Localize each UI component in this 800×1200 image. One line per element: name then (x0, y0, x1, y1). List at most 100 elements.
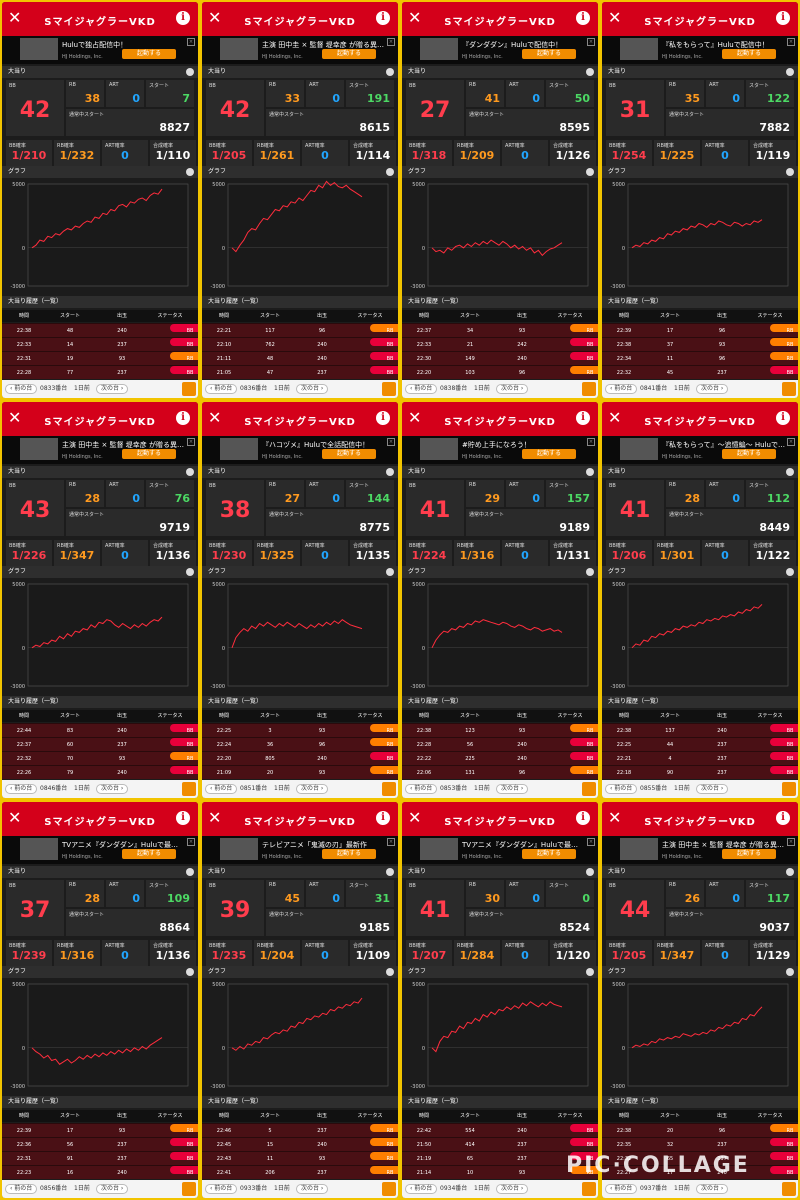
close-icon[interactable]: ✕ (8, 808, 22, 827)
grid-icon[interactable] (786, 968, 794, 976)
app-icon[interactable] (182, 782, 196, 796)
prev-machine-button[interactable]: ‹ 前の台 (405, 1184, 438, 1194)
grid-icon[interactable] (786, 68, 794, 76)
grid-icon[interactable] (786, 168, 794, 176)
info-icon[interactable]: i (776, 11, 790, 25)
app-icon[interactable] (382, 1182, 396, 1196)
app-icon[interactable] (782, 782, 796, 796)
ad-launch-button[interactable]: 起動する (722, 449, 776, 459)
info-icon[interactable]: i (576, 411, 590, 425)
close-icon[interactable]: ✕ (608, 808, 622, 827)
ad-launch-button[interactable]: 起動する (122, 49, 176, 59)
grid-icon[interactable] (186, 968, 194, 976)
next-machine-button[interactable]: 次の台 › (496, 384, 529, 394)
close-icon[interactable]: ✕ (208, 408, 222, 427)
next-machine-button[interactable]: 次の台 › (696, 1184, 729, 1194)
prev-machine-button[interactable]: ‹ 前の台 (5, 1184, 38, 1194)
grid-icon[interactable] (586, 168, 594, 176)
app-icon[interactable] (382, 382, 396, 396)
prev-machine-button[interactable]: ‹ 前の台 (605, 1184, 638, 1194)
ad-close-icon[interactable]: × (787, 438, 795, 446)
info-icon[interactable]: i (776, 411, 790, 425)
info-icon[interactable]: i (776, 811, 790, 825)
ad-banner[interactable]: Huluで独占配信中！ HJ Holdings, Inc. 起動する × (2, 36, 198, 64)
grid-icon[interactable] (186, 568, 194, 576)
grid-icon[interactable] (586, 968, 594, 976)
grid-icon[interactable] (186, 468, 194, 476)
close-icon[interactable]: ✕ (608, 8, 622, 27)
ad-launch-button[interactable]: 起動する (522, 49, 576, 59)
prev-machine-button[interactable]: ‹ 前の台 (605, 784, 638, 794)
grid-icon[interactable] (586, 568, 594, 576)
ad-banner[interactable]: TVアニメ『ダンダダン』Huluで最… HJ Holdings, Inc. 起動する… (2, 836, 198, 864)
grid-icon[interactable] (786, 468, 794, 476)
ad-launch-button[interactable]: 起動する (322, 49, 376, 59)
ad-banner[interactable]: 主演 田中圭 × 監督 堤幸彦 が贈る異… HJ Holdings, Inc. 起動… (202, 36, 398, 64)
grid-icon[interactable] (786, 868, 794, 876)
info-icon[interactable]: i (576, 11, 590, 25)
close-icon[interactable]: ✕ (8, 408, 22, 427)
ad-launch-button[interactable]: 起動する (322, 449, 376, 459)
next-machine-button[interactable]: 次の台 › (296, 384, 329, 394)
next-machine-button[interactable]: 次の台 › (496, 784, 529, 794)
app-icon[interactable] (582, 382, 596, 396)
ad-close-icon[interactable]: × (587, 438, 595, 446)
prev-machine-button[interactable]: ‹ 前の台 (405, 784, 438, 794)
ad-banner[interactable]: 主演 田中圭 × 監督 堤幸彦 が贈る異… HJ Holdings, Inc. 起動… (2, 436, 198, 464)
info-icon[interactable]: i (376, 411, 390, 425)
ad-close-icon[interactable]: × (387, 838, 395, 846)
ad-close-icon[interactable]: × (187, 38, 195, 46)
prev-machine-button[interactable]: ‹ 前の台 (5, 784, 38, 794)
close-icon[interactable]: ✕ (408, 8, 422, 27)
ad-close-icon[interactable]: × (187, 838, 195, 846)
grid-icon[interactable] (186, 868, 194, 876)
prev-machine-button[interactable]: ‹ 前の台 (205, 1184, 238, 1194)
next-machine-button[interactable]: 次の台 › (96, 784, 129, 794)
close-icon[interactable]: ✕ (608, 408, 622, 427)
ad-banner[interactable]: TVアニメ『ダンダダン』Huluで最… HJ Holdings, Inc. 起動する… (402, 836, 598, 864)
info-icon[interactable]: i (576, 811, 590, 825)
next-machine-button[interactable]: 次の台 › (96, 384, 129, 394)
ad-banner[interactable]: 『ダンダダン』Huluで配信中！ HJ Holdings, Inc. 起動する × (402, 36, 598, 64)
ad-launch-button[interactable]: 起動する (522, 449, 576, 459)
ad-banner[interactable]: 『ハコヅメ』Huluで全話配信中！ HJ Holdings, Inc. 起動する × (202, 436, 398, 464)
close-icon[interactable]: ✕ (208, 808, 222, 827)
grid-icon[interactable] (586, 468, 594, 476)
ad-launch-button[interactable]: 起動する (722, 49, 776, 59)
grid-icon[interactable] (386, 968, 394, 976)
app-icon[interactable] (382, 782, 396, 796)
next-machine-button[interactable]: 次の台 › (496, 1184, 529, 1194)
app-icon[interactable] (782, 1182, 796, 1196)
grid-icon[interactable] (186, 68, 194, 76)
grid-icon[interactable] (186, 168, 194, 176)
ad-banner[interactable]: 『私をもらって』〜追憶編〜 Huluで… HJ Holdings, Inc. 起動す… (602, 436, 798, 464)
grid-icon[interactable] (786, 568, 794, 576)
close-icon[interactable]: ✕ (208, 8, 222, 27)
app-icon[interactable] (782, 382, 796, 396)
ad-banner[interactable]: テレビアニメ「鬼滅の刃」最新作 HJ Holdings, Inc. 起動する × (202, 836, 398, 864)
grid-icon[interactable] (386, 868, 394, 876)
next-machine-button[interactable]: 次の台 › (696, 384, 729, 394)
info-icon[interactable]: i (376, 811, 390, 825)
ad-close-icon[interactable]: × (387, 438, 395, 446)
info-icon[interactable]: i (176, 811, 190, 825)
grid-icon[interactable] (386, 68, 394, 76)
info-icon[interactable]: i (176, 411, 190, 425)
ad-banner[interactable]: #貯め上手になろう！ HJ Holdings, Inc. 起動する × (402, 436, 598, 464)
prev-machine-button[interactable]: ‹ 前の台 (405, 384, 438, 394)
prev-machine-button[interactable]: ‹ 前の台 (605, 384, 638, 394)
grid-icon[interactable] (586, 868, 594, 876)
ad-launch-button[interactable]: 起動する (722, 849, 776, 859)
prev-machine-button[interactable]: ‹ 前の台 (5, 384, 38, 394)
ad-close-icon[interactable]: × (387, 38, 395, 46)
ad-close-icon[interactable]: × (187, 438, 195, 446)
grid-icon[interactable] (386, 568, 394, 576)
ad-close-icon[interactable]: × (587, 838, 595, 846)
close-icon[interactable]: ✕ (8, 8, 22, 27)
close-icon[interactable]: ✕ (408, 408, 422, 427)
grid-icon[interactable] (386, 168, 394, 176)
app-icon[interactable] (182, 1182, 196, 1196)
grid-icon[interactable] (586, 68, 594, 76)
prev-machine-button[interactable]: ‹ 前の台 (205, 384, 238, 394)
ad-banner[interactable]: 『私をもらって』Huluで配信中！ HJ Holdings, Inc. 起動する × (602, 36, 798, 64)
